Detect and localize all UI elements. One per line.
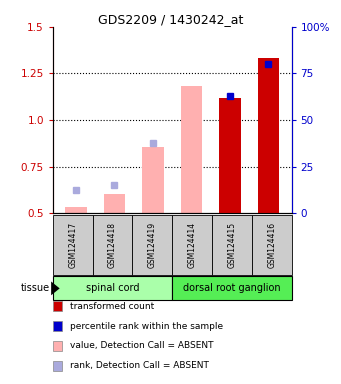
Text: GDS2209 / 1430242_at: GDS2209 / 1430242_at	[98, 13, 243, 26]
Text: GSM124417: GSM124417	[68, 222, 77, 268]
Bar	[65, 207, 87, 213]
Text: GSM124416: GSM124416	[267, 222, 276, 268]
Bar	[143, 147, 164, 213]
Text: rank, Detection Call = ABSENT: rank, Detection Call = ABSENT	[70, 361, 209, 371]
Text: tissue: tissue	[20, 283, 49, 293]
Text: GSM124418: GSM124418	[108, 222, 117, 268]
Bar	[219, 98, 240, 213]
Text: spinal cord: spinal cord	[86, 283, 139, 293]
Bar	[181, 86, 202, 213]
Text: value, Detection Call = ABSENT: value, Detection Call = ABSENT	[70, 341, 213, 351]
Text: transformed count: transformed count	[70, 301, 154, 311]
Text: GSM124415: GSM124415	[227, 222, 236, 268]
Text: dorsal root ganglion: dorsal root ganglion	[183, 283, 281, 293]
Bar	[104, 194, 125, 213]
Text: GSM124419: GSM124419	[148, 222, 157, 268]
Bar	[258, 58, 279, 213]
Text: GSM124414: GSM124414	[188, 222, 197, 268]
Text: percentile rank within the sample: percentile rank within the sample	[70, 321, 223, 331]
